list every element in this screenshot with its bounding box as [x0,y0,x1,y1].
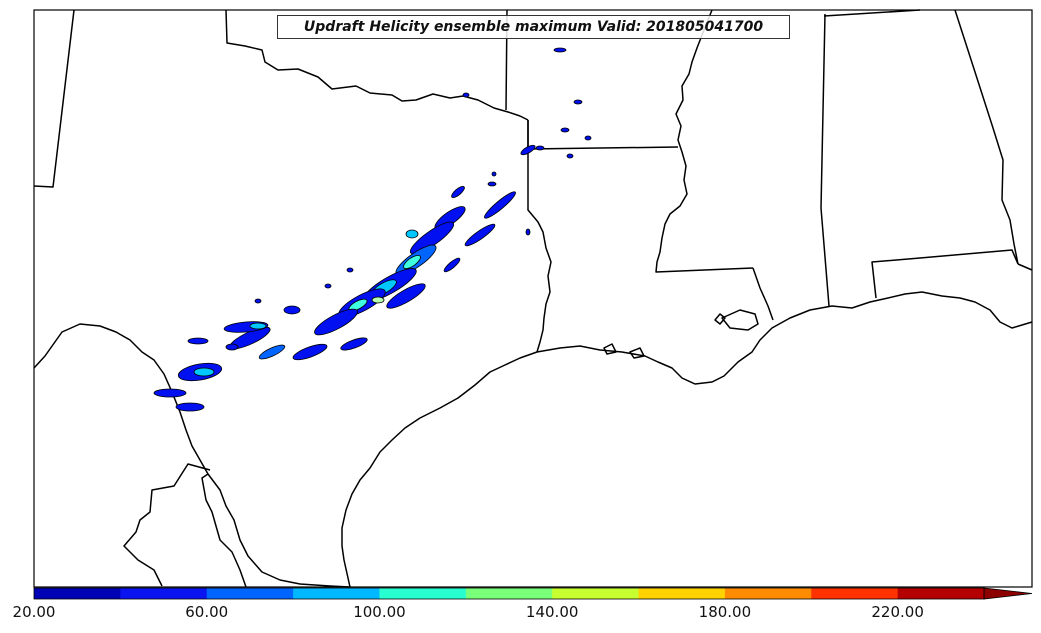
coast-island-2 [603,343,617,355]
boundary-lines [33,9,1033,588]
swath [340,337,368,351]
border-al-ga [954,9,1019,265]
colorbar-segment [293,588,380,599]
coast-island-1 [714,313,726,325]
swath [283,305,301,315]
colorbar-segment [897,588,985,599]
swath [249,322,267,330]
swath [314,308,358,336]
colorbar-segment [638,588,726,599]
swath [187,337,209,345]
border-red-river [225,9,529,121]
swath [193,367,215,377]
swath [560,127,570,133]
colorbar-segment [811,588,899,599]
border-rio-grande [33,323,351,588]
swath [535,145,545,151]
border-tx-la [527,120,552,353]
swath [258,344,286,360]
swath [553,47,567,53]
map-frame [33,9,1033,588]
swath [225,343,239,351]
coastline-texas [341,351,538,588]
swath [451,185,465,199]
swath [371,296,385,304]
colorbar-tick-label: 100.00 [353,603,406,621]
swath [346,267,354,273]
swath [566,153,574,159]
coastline-gulf [536,291,1033,385]
swath [464,223,496,247]
colorbar-segment [34,588,121,599]
colorbar-extend-arrow [983,587,1033,600]
colorbar-segment [206,588,294,599]
swath [520,144,536,156]
swath [487,181,497,187]
border-la-ms [752,267,774,321]
border-panhandle-west [33,9,75,188]
swath [584,135,592,141]
colorbar-segment [465,588,553,599]
swath [573,99,583,105]
swath [525,228,531,236]
border-ms-al [820,13,830,307]
colorbar-outline [33,587,985,600]
swath [484,191,516,219]
swath [403,254,421,270]
swath [175,402,205,412]
coast-island-3 [629,347,645,359]
colorbar-tick-label: 20.00 [12,603,56,621]
swath [491,171,497,177]
colorbar-segment [724,588,812,599]
colorbar-tick-label: 180.00 [698,603,752,621]
border-tn-south [823,9,921,17]
swath [443,257,461,273]
lake-pontchartrain [721,309,759,331]
swath [153,388,187,398]
swath [409,221,455,255]
border-al-fl [871,249,1019,299]
colorbar-segment [379,588,467,599]
colorbar-segment [120,588,208,599]
helicity-swaths [153,47,592,412]
swath [405,229,419,239]
swath [324,283,332,289]
swath [462,92,470,98]
border-mexico-states-2 [201,473,247,588]
map-title: Updraft Helicity ensemble maximum Valid:… [277,15,790,39]
border-mexico-states [123,463,211,587]
colorbar-tick-label: 60.00 [185,603,229,621]
colorbar-tick-label: 140.00 [525,603,579,621]
colorbar-segment [552,588,640,599]
colorbar-tick-label: 220.00 [871,603,924,621]
swath [292,343,328,361]
colorbar [33,587,1033,600]
swath [386,283,426,309]
border-fl-ga [1017,263,1033,271]
swath [254,298,262,304]
border-mississippi-river [655,9,754,273]
